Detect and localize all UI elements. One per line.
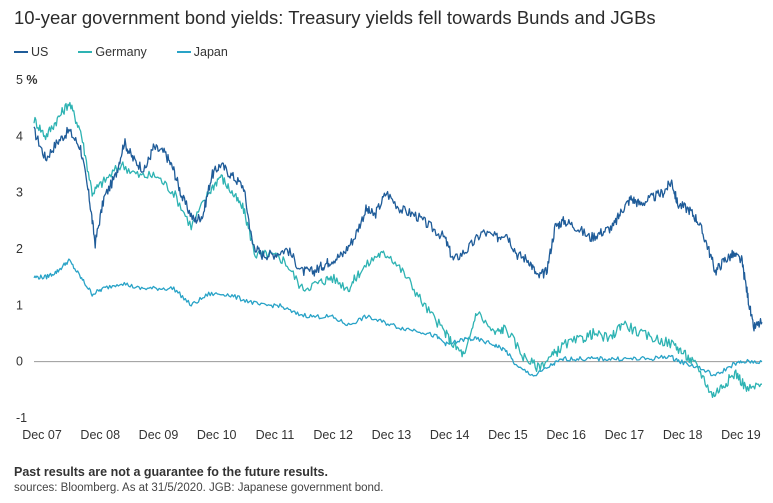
legend-swatch-us bbox=[14, 51, 28, 53]
y-tick-label: 5 % bbox=[16, 73, 38, 87]
x-tick-label: Dec 16 bbox=[546, 428, 586, 442]
legend-item-japan: Japan bbox=[176, 45, 228, 59]
x-tick-label: Dec 17 bbox=[605, 428, 645, 442]
x-tick-label: Dec 12 bbox=[313, 428, 353, 442]
legend-item-germany: Germany bbox=[78, 45, 147, 59]
legend-label-germany: Germany bbox=[95, 45, 147, 59]
x-tick-label: Dec 08 bbox=[80, 428, 120, 442]
y-tick-label: 2 bbox=[16, 242, 23, 256]
y-tick-label: 4 bbox=[16, 129, 23, 143]
legend: US Germany Japan bbox=[14, 45, 228, 59]
y-tick-label: -1 bbox=[16, 411, 27, 425]
footnote: Past results are not a guarantee fo the … bbox=[14, 465, 328, 479]
x-tick-label: Dec 13 bbox=[372, 428, 412, 442]
series-line-germany bbox=[33, 101, 763, 399]
x-tick-label: Dec 09 bbox=[139, 428, 179, 442]
x-tick-label: Dec 19 bbox=[721, 428, 761, 442]
sources-note: sources: Bloomberg. As at 31/5/2020. JGB… bbox=[14, 482, 384, 494]
x-tick-label: Dec 18 bbox=[663, 428, 703, 442]
x-tick-label: Dec 10 bbox=[197, 428, 237, 442]
x-tick-label: Dec 15 bbox=[488, 428, 528, 442]
y-unit-label: % bbox=[23, 73, 38, 87]
x-tick-label: Dec 07 bbox=[22, 428, 62, 442]
legend-label-japan: Japan bbox=[193, 45, 228, 59]
x-tick-label: Dec 14 bbox=[430, 428, 470, 442]
y-tick-label: 3 bbox=[16, 186, 23, 200]
legend-swatch-germany bbox=[78, 51, 93, 53]
y-tick-label: 1 bbox=[16, 298, 23, 312]
y-tick-label: 0 bbox=[16, 355, 23, 369]
legend-item-us: US bbox=[14, 45, 48, 59]
legend-swatch-japan bbox=[176, 51, 191, 53]
series-line-us bbox=[33, 126, 763, 332]
chart-title: 10-year government bond yields: Treasury… bbox=[14, 7, 656, 28]
legend-label-us: US bbox=[31, 45, 49, 59]
series-line-japan bbox=[33, 258, 763, 377]
x-tick-label: Dec 11 bbox=[256, 428, 295, 442]
